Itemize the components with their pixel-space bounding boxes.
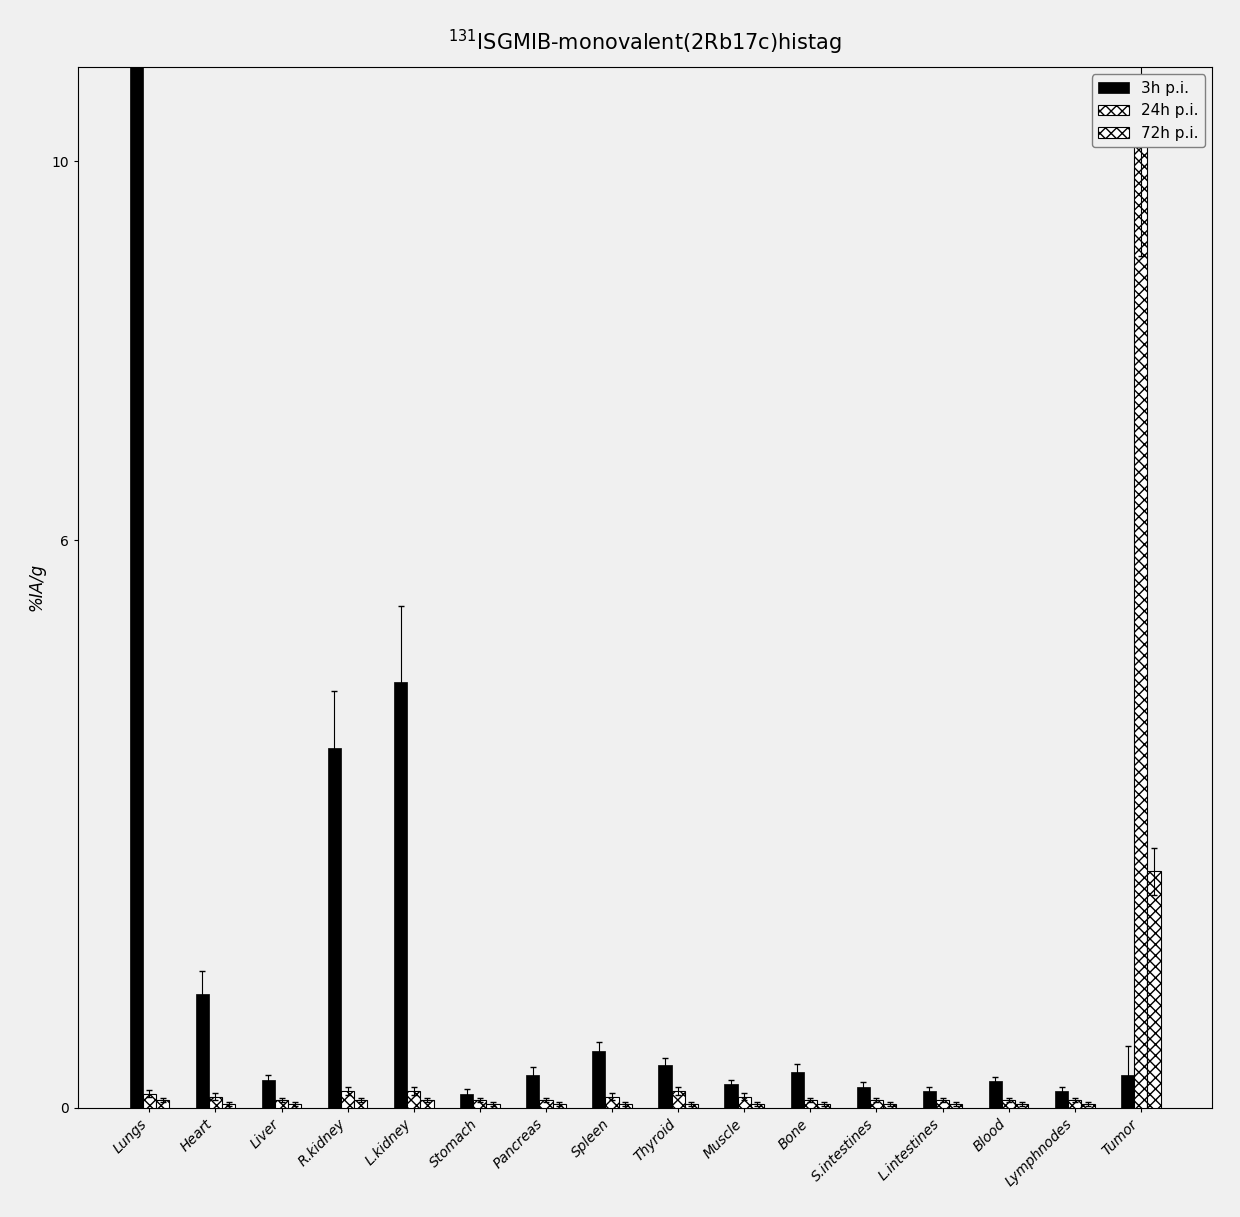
Bar [394, 682, 407, 1107]
Bar [724, 1084, 738, 1107]
Bar [817, 1104, 830, 1107]
Bar [658, 1065, 672, 1107]
Bar [275, 1100, 288, 1107]
Bar [1135, 142, 1147, 1107]
Bar [420, 1100, 434, 1107]
Bar [936, 1100, 949, 1107]
Bar [460, 1094, 474, 1107]
Bar [222, 1104, 236, 1107]
Bar [923, 1090, 936, 1107]
Bar [883, 1104, 897, 1107]
Bar [804, 1100, 817, 1107]
Bar [1055, 1090, 1068, 1107]
Bar [262, 1079, 275, 1107]
Bar [619, 1104, 632, 1107]
Bar [196, 994, 208, 1107]
Bar [327, 748, 341, 1107]
Bar [553, 1104, 565, 1107]
Bar [791, 1072, 804, 1107]
Y-axis label: %IA/g: %IA/g [27, 563, 46, 611]
Bar [539, 1100, 553, 1107]
Bar [869, 1100, 883, 1107]
Bar [474, 1100, 486, 1107]
Bar [486, 1104, 500, 1107]
Bar [988, 1082, 1002, 1107]
Bar [208, 1097, 222, 1107]
Bar [672, 1090, 684, 1107]
Bar [1016, 1104, 1028, 1107]
Bar [593, 1051, 605, 1107]
Legend: 3h p.i., 24h p.i., 72h p.i.: 3h p.i., 24h p.i., 72h p.i. [1092, 74, 1204, 147]
Bar [1068, 1100, 1081, 1107]
Bar [288, 1104, 301, 1107]
Bar [407, 1090, 420, 1107]
Bar [129, 0, 143, 1107]
Bar [605, 1097, 619, 1107]
Bar [143, 1094, 156, 1107]
Bar [341, 1090, 355, 1107]
Bar [857, 1087, 869, 1107]
Bar [1121, 1075, 1135, 1107]
Bar [526, 1075, 539, 1107]
Bar [751, 1104, 764, 1107]
Bar [949, 1104, 962, 1107]
Bar [1147, 871, 1161, 1107]
Bar [1002, 1100, 1016, 1107]
Bar [684, 1104, 698, 1107]
Title: $^{131}$ISGMIB-monovalent(2Rb17c)histag: $^{131}$ISGMIB-monovalent(2Rb17c)histag [448, 28, 842, 57]
Bar [1081, 1104, 1095, 1107]
Bar [738, 1097, 751, 1107]
Bar [355, 1100, 367, 1107]
Bar [156, 1100, 169, 1107]
